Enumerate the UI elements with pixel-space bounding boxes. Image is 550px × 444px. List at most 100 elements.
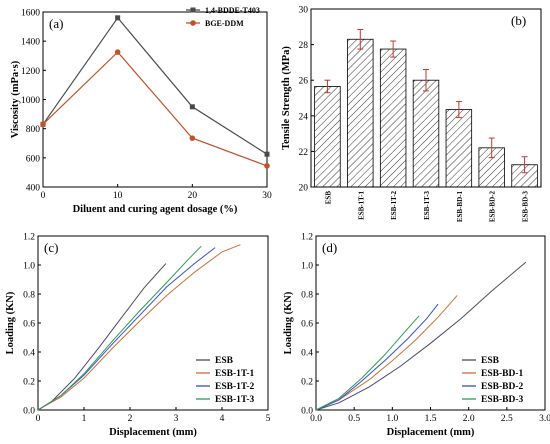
series-line-3 [315,315,420,411]
data-point-circle [264,163,270,169]
panel-label: (d) [322,240,337,255]
x-tick-label: 1.5 [425,414,437,424]
panel-a-viscosity-chart: 0 10 20 30 400 600 800 1000 1200 1400 1600 Diluent … [10,6,272,215]
legend-label: BGE-DDM [205,19,244,28]
series-line-3 [37,245,202,411]
y-axis-label: Viscosity (mPa·s) [10,60,21,138]
y-tick-label: 1000 [21,96,40,106]
legend-label: ESB-BD-1 [481,369,523,379]
y-tick-label: 20 [299,184,309,194]
y-tick-label: 30 [299,6,309,16]
y-tick-label: 800 [26,125,41,135]
legend-label: ESB-1T-1 [215,369,254,379]
y-tick-label: 26 [299,77,309,87]
x-tick-label: 1.0 [386,414,398,424]
bar [347,38,374,188]
x-tick-label: 0 [41,191,46,201]
x-tick-label: 30 [262,191,272,201]
y-axis-label: Loading (KN) [283,291,294,354]
x-tick-label: 2 [128,414,133,424]
series-line-2 [315,303,439,411]
category-label: ESB-1T-2 [390,191,398,220]
legend-label: ESB-BD-2 [481,382,523,392]
x-tick-label: 0.0 [310,414,322,424]
y-tick-label: 1400 [21,38,40,48]
y-tick-label: 0.0 [301,407,313,417]
x-axis-label: Displacement (mm) [387,427,475,438]
y-tick-label: 1.2 [301,233,313,243]
legend-label: ESB-1T-2 [215,382,254,392]
data-point-circle [189,135,196,141]
panel-d-loading-chart: 0.0 0.5 1.0 1.5 2.0 2.5 3.0 0.0 0.2 0.4 0.6 0.8 1.0 1… [283,233,550,439]
y-tick-label: 0.6 [301,320,313,330]
y-tick-label: 0.2 [23,378,35,388]
data-point-circle [114,49,121,55]
x-tick-label: 20 [188,191,198,201]
category-label: ESB-BD-2 [489,191,497,223]
y-tick-label: 1.0 [23,262,35,272]
data-point-square [189,104,195,110]
legend-label: ESB-1T-3 [215,395,254,405]
y-axis-label: Tensile Strength (MPa) [281,46,292,150]
legend-marker [190,7,196,13]
panel-label: (a) [49,16,63,31]
y-tick-label: 1600 [21,9,40,19]
y-tick-label: 600 [26,154,41,164]
y-tick-label: 22 [299,148,309,158]
bar [314,86,341,188]
panel-label: (b) [511,13,526,28]
bar [445,109,473,188]
series-line-1 [42,51,268,167]
y-tick-label: 1.2 [23,233,35,243]
legend-label: 1,4-BDDE-T403 [205,6,260,15]
category-label: ESB-1T-3 [423,191,431,220]
x-tick-label: 1 [82,414,87,424]
x-tick-label: 10 [113,191,123,201]
y-tick-label: 1.0 [301,262,313,272]
y-tick-label: 0.6 [23,320,35,330]
y-tick-label: 0.8 [301,291,313,301]
series-line-2 [37,247,216,411]
data-point-square [115,15,121,21]
panel-label: (c) [44,240,58,255]
y-tick-label: 0.8 [23,291,35,301]
y-axis-label: Loading (KN) [5,291,16,354]
legend-label: ESB [481,356,500,366]
series-line-0 [315,261,527,411]
y-tick-label: 28 [299,41,309,51]
panel-b-tensile-strength-chart: ESB ESB-1T-1 ESB-1T-2 ESB-1T-3 ESB-BD-1 ESB-B… [281,6,542,223]
x-tick-label: 2.0 [463,414,475,424]
x-tick-label: 0.5 [348,414,360,424]
y-tick-label: 0.2 [301,378,313,388]
x-axis-label: Diluent and curing agent dosage (%) [73,204,238,215]
y-tick-label: 0.4 [23,349,35,359]
plot-frame [42,11,268,188]
x-axis-label: Displacement (mm) [109,427,197,438]
y-tick-label: 0.0 [23,407,35,417]
bar [412,79,440,188]
y-tick-label: 1200 [21,67,40,77]
y-tick-label: 24 [299,112,309,122]
y-tick-label: 400 [26,184,41,194]
x-tick-label: 4 [220,414,225,424]
x-tick-label: 2.5 [501,414,513,424]
series-line-0 [42,16,268,155]
x-tick-label: 5 [266,414,271,424]
plot-frame [310,8,542,188]
data-point-square [264,151,270,157]
data-point-circle [40,121,46,128]
x-tick-label: 0 [36,414,41,424]
category-label: ESB-1T-1 [357,191,365,220]
legend-marker [190,20,196,26]
x-tick-label: 3 [174,414,179,424]
legend-label: ESB [215,356,234,366]
category-label: ESB-BD-1 [456,191,464,223]
category-label: ESB-BD-3 [522,191,530,223]
series-line-0 [37,263,167,411]
panel-c-loading-chart: 0 1 2 3 4 5 0.0 0.2 0.4 0.6 0.8 1.0 1.2 Displacement … [5,233,271,439]
y-tick-label: 0.4 [301,349,313,359]
category-label: ESB [324,191,332,205]
bar [379,48,407,188]
legend-label: ESB-BD-3 [481,395,523,405]
